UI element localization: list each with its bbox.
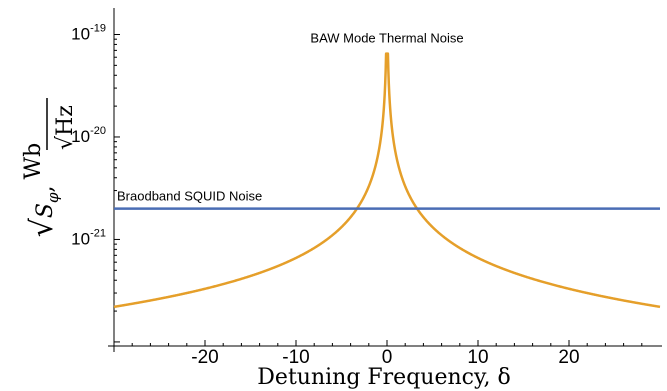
- y-axis-title-den: √Hz: [53, 105, 78, 150]
- y-axis-title-comma: ,: [33, 185, 58, 192]
- y-axis-title: √Sφ, Wb √Hz: [21, 98, 78, 237]
- annotations: BAW Mode Thermal Noise Braodband SQUID No…: [117, 30, 464, 203]
- y-axis-title-num: Wb: [21, 143, 46, 180]
- x-tick-label: -10: [282, 347, 309, 368]
- y-ticks: 10-21 10-20 10-19: [71, 22, 120, 343]
- series-layer: [113, 52, 661, 309]
- y-tick-label: 10-19: [71, 22, 106, 43]
- x-tick-label: 10: [467, 347, 488, 368]
- y-axis-title-s: S: [33, 203, 58, 218]
- y-axis-title-root: √: [25, 217, 60, 237]
- x-ticks: -20 -10 0 10 20: [131, 340, 643, 368]
- y-axis-title-sub: φ: [44, 192, 62, 203]
- series-line: [113, 52, 661, 309]
- y-tick-label: 10-21: [71, 227, 106, 248]
- x-axis-title: Detuning Frequency, δ: [257, 365, 510, 390]
- y-tick-label: 10-20: [71, 125, 106, 146]
- x-tick-label: 20: [558, 347, 579, 368]
- x-tick-label: 0: [382, 347, 393, 368]
- svg-text:√Sφ,Wb: √Sφ, Wb: [21, 143, 62, 237]
- annotation-label: BAW Mode Thermal Noise: [310, 30, 463, 45]
- annotation-label: Braodband SQUID Noise: [117, 188, 262, 203]
- x-tick-label: -20: [191, 347, 218, 368]
